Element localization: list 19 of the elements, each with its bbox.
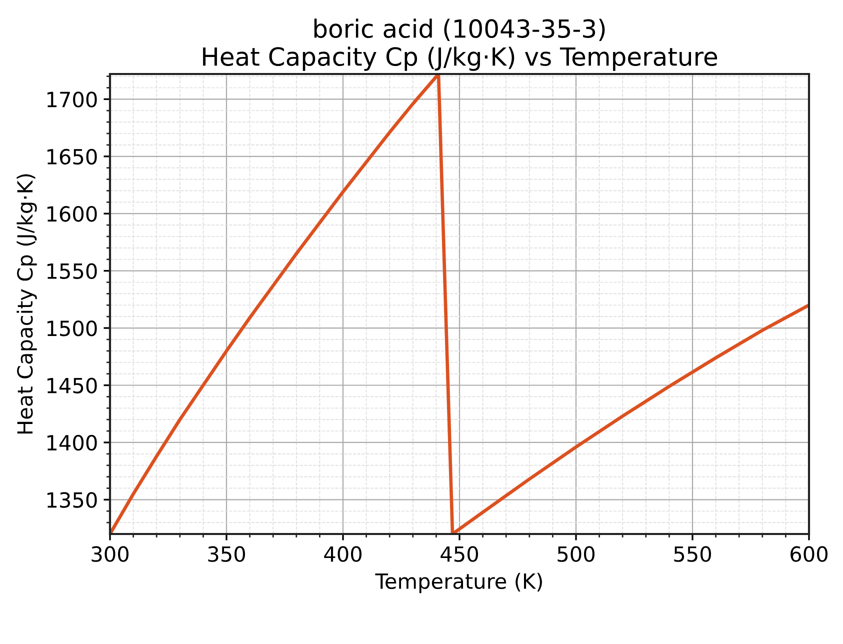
y-tick-label: 1350: [47, 492, 97, 508]
y-tick-label: 1450: [47, 378, 97, 394]
y-axis-title: Heat Capacity Cp (J/kg·K): [16, 174, 37, 434]
y-tick-label: 1600: [47, 206, 97, 222]
y-tick-label: 1500: [47, 320, 97, 336]
x-tick-label: 550: [674, 546, 711, 562]
x-tick-label: 300: [92, 546, 128, 562]
y-tick-label: 1550: [47, 263, 97, 280]
x-axis-title: Temperature (K): [375, 572, 542, 594]
y-tick-label: 1400: [47, 434, 97, 451]
x-tick-label: 450: [440, 546, 478, 562]
x-tick-label: 350: [208, 546, 245, 562]
y-tick-label: 1700: [47, 92, 97, 108]
chart-title: boric acid (10043-35-3) Heat Capacity Cp (J/kg·K) vs Temperature: [203, 18, 718, 71]
line-series: [110, 74, 809, 534]
y-tick-label: 1650: [47, 148, 97, 165]
x-tick-label: 400: [324, 546, 362, 562]
x-tick-label: 600: [790, 546, 828, 562]
x-tick-label: 500: [558, 546, 594, 562]
